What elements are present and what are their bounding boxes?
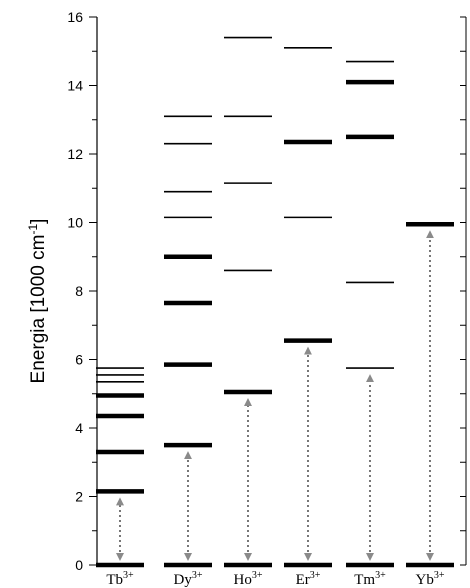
labels: Tb3+ Dy3+ Ho3+ Er3+ Tm3+ Yb3+ bbox=[106, 570, 445, 588]
ion-label: Dy3+ bbox=[174, 570, 203, 588]
y-tick-label: 12 bbox=[67, 146, 83, 162]
transitions bbox=[116, 230, 434, 561]
ion-label: Yb3+ bbox=[416, 570, 445, 588]
ion-label: Tb3+ bbox=[106, 570, 134, 588]
energy-levels bbox=[96, 36, 454, 568]
axes: 0 2 4 6 8 10 12 14 16 Energia [1000 cm-1] bbox=[26, 9, 467, 573]
y-tick-label: 8 bbox=[75, 283, 83, 299]
y-tick-label: 4 bbox=[75, 420, 83, 436]
y-tick-label: 0 bbox=[75, 557, 83, 573]
ion-label: Er3+ bbox=[296, 570, 321, 588]
y-tick-label: 6 bbox=[75, 352, 83, 368]
y-tick-label: 10 bbox=[67, 215, 83, 231]
y-tick-label: 14 bbox=[67, 78, 83, 94]
y-tick-label: 2 bbox=[75, 489, 83, 505]
ion-label: Ho3+ bbox=[234, 570, 263, 588]
y-tick-label: 16 bbox=[67, 9, 83, 25]
ion-label: Tm3+ bbox=[354, 570, 386, 588]
y-axis-label: Energia [1000 cm-1] bbox=[26, 219, 49, 384]
